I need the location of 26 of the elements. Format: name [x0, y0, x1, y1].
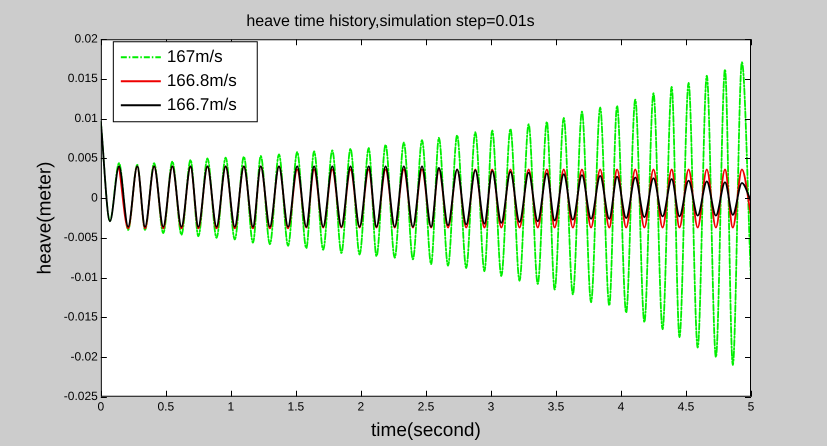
x-tick-label: 1	[228, 399, 235, 414]
y-tick-label: -0.005	[64, 230, 98, 244]
y-tick-label: -0.025	[64, 389, 98, 404]
y-tick-label: 0.015	[68, 71, 98, 86]
y-tick-label: -0.02	[70, 349, 98, 364]
x-tick-label: 5	[748, 399, 755, 414]
x-tick-label: 3	[488, 399, 495, 414]
y-tick-label: 0.005	[68, 150, 98, 165]
x-tick-label: 1.5	[288, 399, 305, 414]
x-tick-label: 2	[358, 399, 365, 414]
x-tick-label: 3.5	[548, 399, 565, 414]
y-axis-title: heave(meter)	[34, 162, 56, 274]
y-tick-label: -0.015	[64, 310, 98, 324]
y-tick-label: 0	[91, 190, 98, 204]
x-tick-label: 4	[618, 399, 625, 414]
legend-label: 167m/s	[166, 46, 223, 66]
y-tick-label: 0.01	[74, 110, 98, 125]
chart-title: heave time history,simulation step=0.01s	[246, 13, 535, 30]
legend-label: 166.8m/s	[166, 70, 237, 90]
y-tick-label: 0.02	[74, 32, 98, 46]
x-tick-label: 0.5	[158, 399, 175, 414]
x-axis-title: time(second)	[371, 420, 481, 441]
x-tick-label: 4.5	[678, 399, 695, 414]
legend-label: 166.7m/s	[166, 94, 237, 114]
y-tick-label: -0.01	[70, 270, 98, 284]
x-tick-label: 2.5	[418, 399, 435, 414]
